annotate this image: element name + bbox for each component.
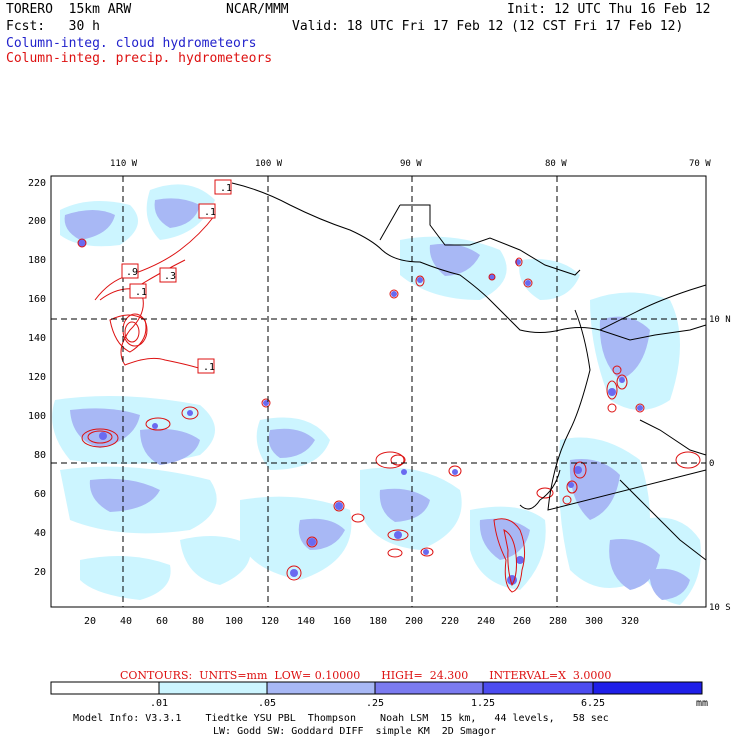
svg-text:.25: .25 xyxy=(366,698,384,709)
svg-text:.05: .05 xyxy=(258,698,276,709)
svg-text:.9: .9 xyxy=(126,267,138,278)
svg-text:280: 280 xyxy=(549,616,567,627)
svg-text:240: 240 xyxy=(477,616,495,627)
forecast-hour: Fcst: 30 h xyxy=(6,19,100,34)
svg-text:160: 160 xyxy=(333,616,351,627)
svg-text:160: 160 xyxy=(28,294,46,305)
source-label: NCAR/MMM xyxy=(226,2,289,17)
svg-text:1.25: 1.25 xyxy=(471,698,495,709)
scale-segment-1 xyxy=(158,681,268,695)
scale-segment-4 xyxy=(482,681,594,695)
svg-text:320: 320 xyxy=(621,616,639,627)
scale-segment-3 xyxy=(374,681,484,695)
contour-label-texts: .1 .1 .9 .3 .1 .1 xyxy=(126,183,232,373)
svg-text:20: 20 xyxy=(34,567,46,578)
svg-text:100: 100 xyxy=(28,411,46,422)
cloud-shading-medium xyxy=(64,198,690,600)
svg-text:200: 200 xyxy=(405,616,423,627)
svg-text:90 W: 90 W xyxy=(400,159,422,169)
svg-text:.01: .01 xyxy=(150,698,168,709)
svg-text:140: 140 xyxy=(297,616,315,627)
svg-text:300: 300 xyxy=(585,616,603,627)
scale-segment-5 xyxy=(592,681,703,695)
svg-text:60: 60 xyxy=(156,616,168,627)
svg-text:0: 0 xyxy=(709,459,714,469)
svg-text:80: 80 xyxy=(192,616,204,627)
svg-text:140: 140 xyxy=(28,333,46,344)
svg-text:110 W: 110 W xyxy=(110,159,138,169)
precip-contours xyxy=(77,214,701,593)
svg-text:120: 120 xyxy=(261,616,279,627)
svg-text:20: 20 xyxy=(84,616,96,627)
svg-text:mm: mm xyxy=(696,698,708,709)
coastlines xyxy=(231,182,707,561)
svg-text:10 N: 10 N xyxy=(709,315,731,325)
model-info-line-2: LW: Godd SW: Goddard DIFF simple KM 2D S… xyxy=(213,726,496,737)
field-precip-legend: Column-integ. precip. hydrometeors xyxy=(6,51,273,66)
scale-segment-2 xyxy=(266,681,376,695)
svg-text:260: 260 xyxy=(513,616,531,627)
model-info-line-1: Model Info: V3.3.1 Tiedtke YSU PBL Thomp… xyxy=(73,713,609,724)
svg-text:40: 40 xyxy=(120,616,132,627)
svg-text:220: 220 xyxy=(441,616,459,627)
lat-labels: 10 N 0 10 S xyxy=(709,315,731,613)
svg-text:80 W: 80 W xyxy=(545,159,567,169)
svg-text:10 S: 10 S xyxy=(709,603,731,613)
svg-text:80: 80 xyxy=(34,450,46,461)
svg-text:200: 200 xyxy=(28,216,46,227)
svg-text:70 W: 70 W xyxy=(689,159,711,169)
color-scale xyxy=(50,681,703,695)
y-tick-labels: 220 200 180 160 140 120 100 80 60 40 20 xyxy=(28,178,46,578)
scale-labels: .01 .05 .25 1.25 6.25 mm xyxy=(150,698,708,709)
lon-labels: 110 W 100 W 90 W 80 W 70 W xyxy=(110,159,711,169)
svg-text:.1: .1 xyxy=(204,207,216,218)
svg-text:.1: .1 xyxy=(135,287,147,298)
svg-text:40: 40 xyxy=(34,528,46,539)
svg-text:120: 120 xyxy=(28,372,46,383)
svg-text:100 W: 100 W xyxy=(255,159,283,169)
cloud-shading-light xyxy=(52,184,701,605)
contour-info: CONTOURS: UNITS=mm LOW= 0.10000 HIGH= 24… xyxy=(120,669,612,682)
valid-time: Valid: 18 UTC Fri 17 Feb 12 (12 CST Fri … xyxy=(292,19,684,34)
x-tick-labels: 20 40 60 80 100 120 140 160 180 200 220 … xyxy=(84,616,639,627)
svg-text:180: 180 xyxy=(369,616,387,627)
svg-text:180: 180 xyxy=(28,255,46,266)
scale-segment-0 xyxy=(50,681,160,695)
model-name: TORERO 15km ARW xyxy=(6,2,132,17)
map-frame xyxy=(50,175,707,608)
svg-text:.1: .1 xyxy=(220,183,232,194)
svg-text:60: 60 xyxy=(34,489,46,500)
svg-text:.1: .1 xyxy=(203,362,215,373)
svg-text:.3: .3 xyxy=(164,271,176,282)
svg-text:220: 220 xyxy=(28,178,46,189)
contour-label-boxes xyxy=(121,179,232,374)
field-cloud-legend: Column-integ. cloud hydrometeors xyxy=(6,36,257,51)
graticule xyxy=(51,176,706,607)
svg-text:6.25: 6.25 xyxy=(581,698,605,709)
init-time: Init: 12 UTC Thu 16 Feb 12 xyxy=(507,2,711,17)
svg-text:100: 100 xyxy=(225,616,243,627)
